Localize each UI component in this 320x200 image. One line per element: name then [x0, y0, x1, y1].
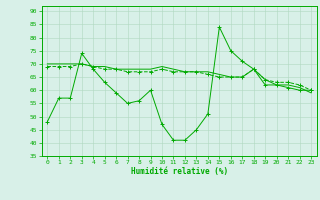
X-axis label: Humidité relative (%): Humidité relative (%)	[131, 167, 228, 176]
